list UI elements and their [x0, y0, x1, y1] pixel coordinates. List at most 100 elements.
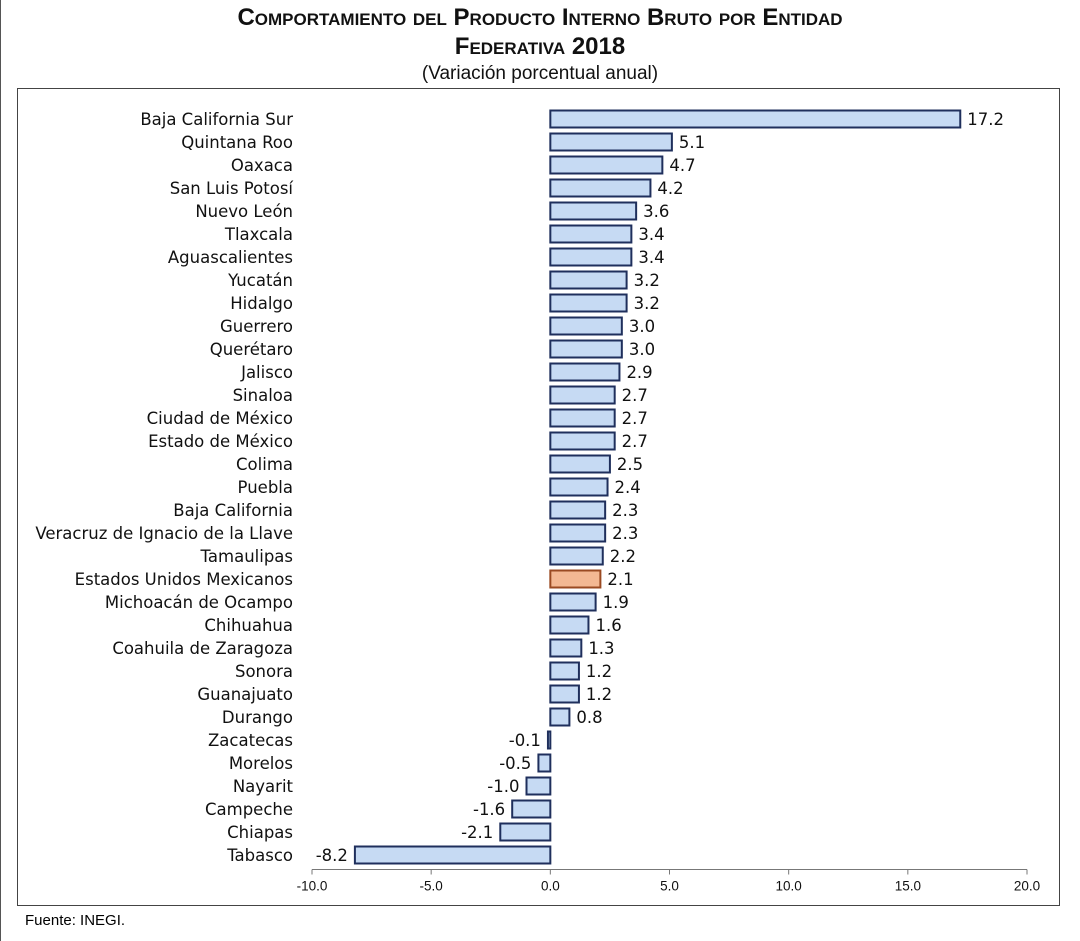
category-label: Tamaulipas: [200, 547, 293, 566]
bar: [549, 546, 604, 566]
value-label: 5.1: [679, 133, 705, 152]
bar: [549, 109, 962, 129]
chart-title-line-2: Federativa 2018: [454, 33, 626, 60]
category-label: Jalisco: [240, 363, 293, 382]
bar: [499, 822, 552, 842]
category-label: San Luis Potosí: [170, 179, 295, 198]
bar: [549, 500, 607, 520]
category-label: Nuevo León: [195, 202, 293, 221]
bar: [549, 316, 623, 336]
category-label: Michoacán de Ocampo: [105, 593, 293, 612]
value-label: 0.8: [576, 708, 602, 727]
value-label: 1.3: [588, 639, 614, 658]
bar: [549, 224, 633, 244]
category-label: Estado de México: [148, 432, 293, 451]
category-label: Morelos: [229, 754, 293, 773]
category-label: Estados Unidos Mexicanos: [75, 570, 293, 589]
value-label: 3.2: [634, 271, 660, 290]
category-label: Guerrero: [220, 317, 293, 336]
bar: [549, 615, 590, 635]
value-label: 2.9: [626, 363, 652, 382]
category-label: Chiapas: [227, 823, 293, 842]
value-label: 2.3: [612, 524, 638, 543]
value-label: 2.4: [615, 478, 641, 497]
value-label: 3.2: [634, 294, 660, 313]
bar: [549, 362, 621, 382]
value-label: 3.4: [638, 248, 664, 267]
category-label: Puebla: [238, 478, 293, 497]
value-label: 3.6: [643, 202, 669, 221]
bar: [549, 477, 609, 497]
bar: [549, 247, 633, 267]
bar: [549, 638, 583, 658]
category-label: Campeche: [205, 800, 293, 819]
category-label: Zacatecas: [208, 731, 293, 750]
x-tick-label: 10.0: [776, 879, 802, 894]
bar: [549, 454, 611, 474]
category-label: Veracruz de Ignacio de la Llave: [35, 524, 293, 543]
value-label: 2.7: [622, 432, 648, 451]
category-label: Hidalgo: [230, 294, 293, 313]
bar: [537, 753, 552, 773]
value-label: 4.7: [669, 156, 695, 175]
chart-title-line-1: Comportamiento del Producto Interno Brut…: [237, 4, 843, 31]
value-label: -1.0: [487, 777, 519, 796]
bar-national-total: [549, 569, 602, 589]
value-label: 4.2: [657, 179, 683, 198]
bar: [549, 132, 673, 152]
bar: [549, 661, 580, 681]
bars-layer: [353, 109, 962, 865]
x-axis: -10.0 -5.0 0.0 5.0 10.0 15.0 20.0: [297, 869, 1040, 894]
bar: [525, 776, 552, 796]
bar: [549, 431, 616, 451]
bar: [546, 730, 552, 750]
bar: [549, 155, 664, 175]
value-label: 2.5: [617, 455, 643, 474]
category-label: Sonora: [235, 662, 293, 681]
value-label: 17.2: [967, 110, 1004, 129]
bar: [549, 707, 571, 727]
page-left-border: [0, 0, 1, 941]
category-label: Nayarit: [233, 777, 294, 796]
bar: [549, 339, 623, 359]
value-label: -8.2: [316, 846, 348, 865]
category-label: Sinaloa: [233, 386, 293, 405]
value-label: 2.1: [607, 570, 633, 589]
value-label: 3.4: [638, 225, 664, 244]
category-label: Oaxaca: [231, 156, 293, 175]
category-label: Quintana Roo: [181, 133, 293, 152]
bar: [549, 684, 580, 704]
category-label: Durango: [222, 708, 293, 727]
x-tick-label: 0.0: [541, 879, 560, 894]
chart-frame: [17, 88, 1060, 906]
value-label: 2.3: [612, 501, 638, 520]
value-label: -0.1: [509, 731, 541, 750]
category-label: Tabasco: [226, 846, 293, 865]
category-label: Ciudad de México: [147, 409, 293, 428]
value-label: 3.0: [629, 340, 655, 359]
x-tick-label: 5.0: [660, 879, 679, 894]
value-label: 1.2: [586, 662, 612, 681]
category-label: Colima: [236, 455, 293, 474]
source-note: Fuente: INEGI.: [25, 912, 126, 929]
chart-subtitle: (Variación porcentual anual): [421, 63, 659, 84]
category-label: Coahuila de Zaragoza: [112, 639, 293, 658]
category-label: Baja California: [173, 501, 293, 520]
bar: [549, 293, 628, 313]
labels-layer: Baja California Sur 17.2 Quintana Roo 5.1 Oa…: [35, 110, 1004, 865]
value-label: 3.0: [629, 317, 655, 336]
value-label: 2.7: [622, 409, 648, 428]
value-label: 1.2: [586, 685, 612, 704]
x-tick-label: -5.0: [420, 879, 443, 894]
x-tick-label: 20.0: [1014, 879, 1040, 894]
category-label: Baja California Sur: [140, 110, 293, 129]
value-label: 2.7: [622, 386, 648, 405]
category-label: Chihuahua: [204, 616, 293, 635]
category-label: Guanajuato: [197, 685, 293, 704]
bar: [549, 178, 652, 198]
x-tick-label: -10.0: [297, 879, 328, 894]
value-label: 1.9: [603, 593, 629, 612]
value-label: -1.6: [473, 800, 505, 819]
value-label: -2.1: [461, 823, 493, 842]
